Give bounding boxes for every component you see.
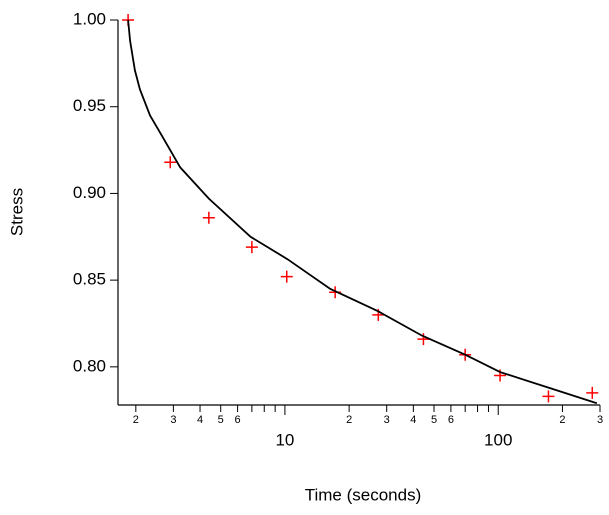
y-tick-label: 1.00	[73, 9, 106, 28]
x-major-tick-label: 10	[275, 430, 294, 449]
x-minor-tick-label: 2	[133, 414, 139, 426]
y-tick-label: 0.95	[73, 96, 106, 115]
x-minor-tick-label: 2	[559, 414, 565, 426]
y-tick-label: 0.85	[73, 270, 106, 289]
y-tick-label: 0.80	[73, 356, 106, 375]
data-point	[202, 211, 215, 224]
x-minor-tick-label: 4	[410, 414, 416, 426]
fit-curve	[127, 19, 598, 405]
x-minor-tick-label: 5	[431, 414, 437, 426]
x-minor-tick-label: 6	[235, 414, 241, 426]
x-minor-tick-label: 2	[346, 414, 352, 426]
data-point	[586, 386, 599, 399]
x-minor-tick-label: 5	[218, 414, 224, 426]
x-minor-tick-label: 3	[384, 414, 390, 426]
x-minor-tick-label: 6	[448, 414, 454, 426]
x-major-tick-label: 100	[484, 430, 512, 449]
x-minor-tick-label: 3	[170, 414, 176, 426]
y-tick-label: 0.90	[73, 183, 106, 202]
x-minor-tick-label: 4	[197, 414, 203, 426]
data-point	[280, 270, 293, 283]
data-point	[245, 241, 258, 254]
data-point	[164, 156, 177, 169]
data-point	[417, 333, 430, 346]
x-minor-tick-label: 3	[597, 414, 603, 426]
data-point	[542, 390, 555, 403]
x-axis-label: Time (seconds)	[305, 485, 422, 504]
y-axis-label: Stress	[7, 188, 26, 236]
